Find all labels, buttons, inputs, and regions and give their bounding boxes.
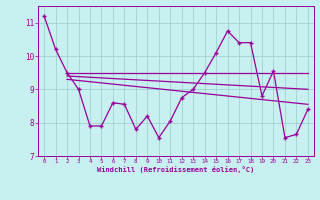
X-axis label: Windchill (Refroidissement éolien,°C): Windchill (Refroidissement éolien,°C) [97,166,255,173]
